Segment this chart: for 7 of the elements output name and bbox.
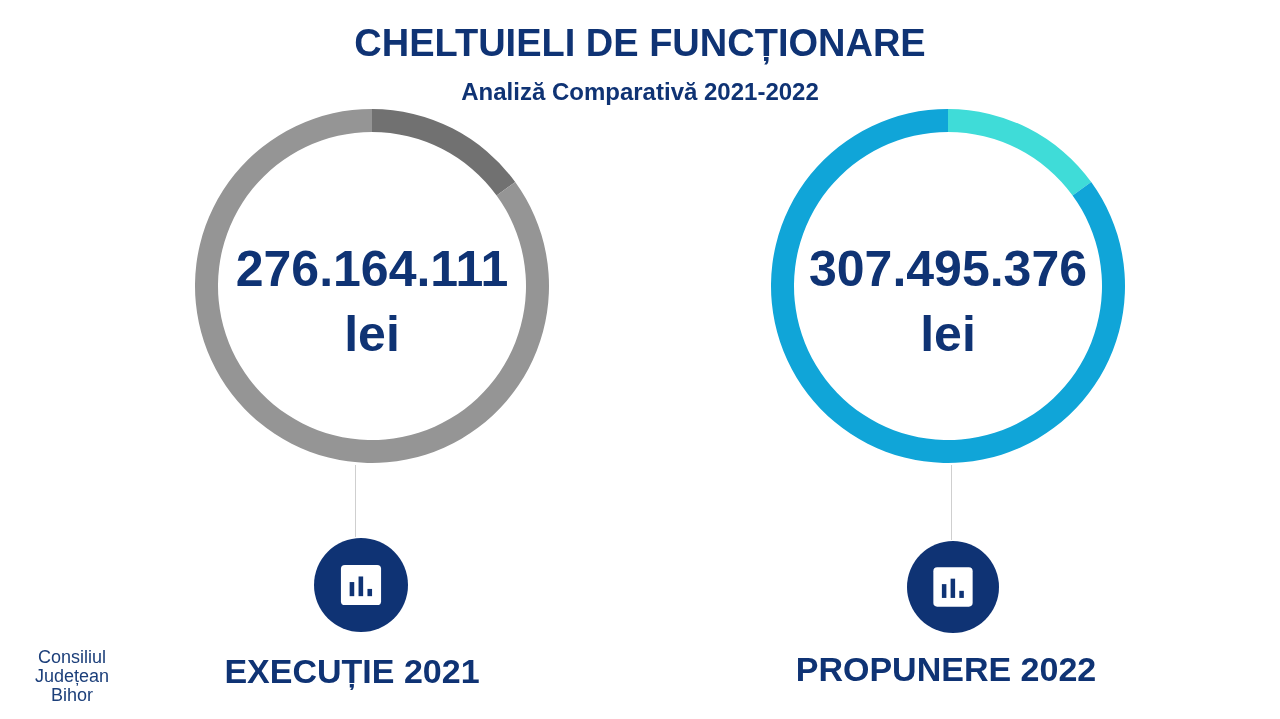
text: 307.495.376 lei [808,240,1088,362]
text: Consiliul Județean Bihor [34,647,110,705]
text: CHELTUIELI DE FUNCȚIONARE [354,22,926,65]
text: Analiză Comparativă 2021-2022 [461,77,819,105]
text: PROPUNERE 2022 [795,650,1097,688]
text: 276.164.111 lei [235,240,509,362]
text: EXECUȚIE 2021 [224,652,480,690]
